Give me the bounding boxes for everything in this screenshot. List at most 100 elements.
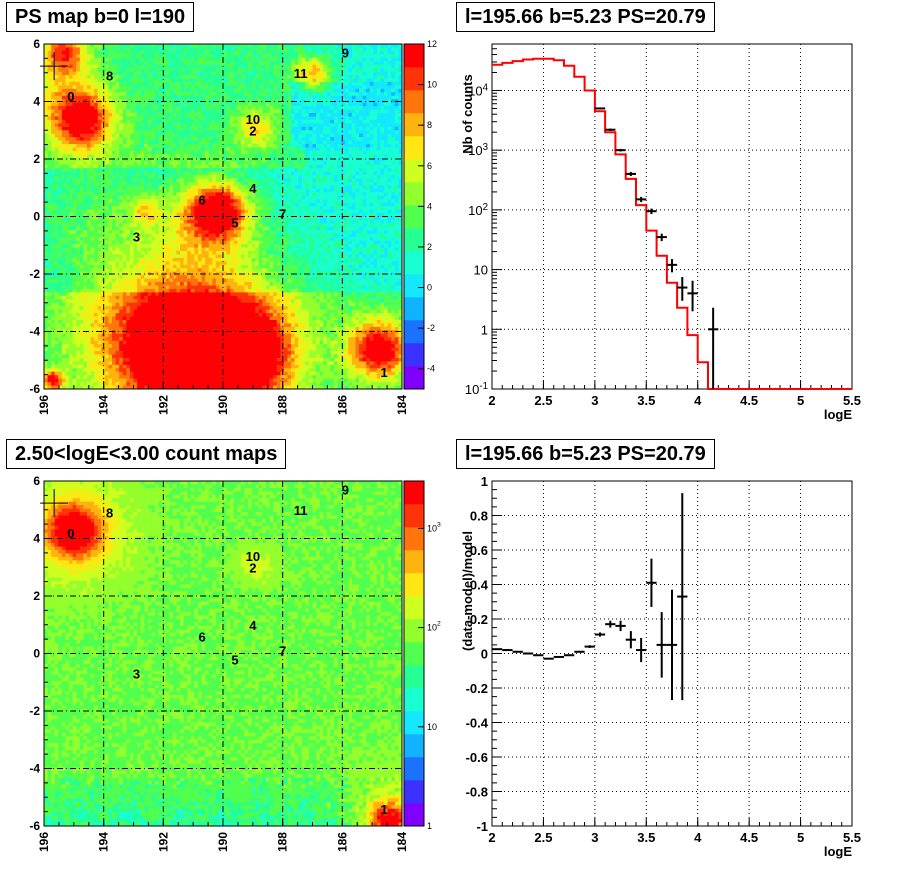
ps-map-colorbar-cell xyxy=(404,67,424,91)
ps-map-ytick-label: 4 xyxy=(33,95,40,109)
count-map-colorbar xyxy=(403,480,425,827)
count-map-source-6: 6 xyxy=(198,629,205,644)
spectrum-xtick-label: 4.5 xyxy=(740,393,758,408)
ps-map-colorbar-label: -2 xyxy=(427,323,435,333)
spectrum-xlabel: logE xyxy=(824,407,852,422)
count-map-colorbar-label: 102 xyxy=(427,621,441,633)
ps-map-source-7: 7 xyxy=(279,207,286,222)
ps-map-colorbar-cell xyxy=(404,90,424,114)
count-map-colorbar-label: 103 xyxy=(427,521,441,533)
count-map-source-8: 8 xyxy=(106,506,113,521)
ps-map-ytick-label: 6 xyxy=(33,37,40,51)
ps-map-colorbar-cell xyxy=(404,159,424,183)
residuals-xtick-label: 5.5 xyxy=(843,830,861,845)
residuals-ytick-label: -0.6 xyxy=(466,750,488,765)
spectrum-ylabel: Nb of counts xyxy=(460,74,475,153)
ps-map-colorbar-cell xyxy=(404,182,424,206)
ps-map-ytick-label: -4 xyxy=(29,325,40,339)
ps-map-source-8: 8 xyxy=(106,69,113,84)
count-map-ytick-label: 2 xyxy=(33,589,40,603)
spectrum-model-line xyxy=(492,57,852,390)
spectrum-xtick-label: 5 xyxy=(797,393,804,408)
residuals-xtick-label: 4.5 xyxy=(740,830,758,845)
residuals-ylabel: (data-model)/model xyxy=(460,531,475,651)
spectrum-xtick-label: 3.5 xyxy=(637,393,655,408)
ps-map-colorbar-label: 10 xyxy=(427,80,437,90)
count-map-xtick-label: 186 xyxy=(335,832,349,852)
spectrum-xtick-label: 5.5 xyxy=(843,393,861,408)
count-map-colorbar-label: 10 xyxy=(427,722,437,732)
ps-map-colorbar-label: 2 xyxy=(427,242,432,252)
count-map-ytick-label: -6 xyxy=(29,819,40,833)
residuals-ytick-label: 0.4 xyxy=(470,578,489,593)
ps-map-colorbar-cell xyxy=(404,113,424,137)
ps-map-xtick-label: 184 xyxy=(395,395,409,415)
ps-map-source-9: 9 xyxy=(342,46,349,61)
ps-map-colorbar-cell xyxy=(404,136,424,160)
ps-map-ytick-label: 2 xyxy=(33,152,40,166)
count-map-source-4: 4 xyxy=(249,618,257,633)
ps-map-ytick-label: 0 xyxy=(33,210,40,224)
count-map-colorbar-cell xyxy=(404,504,424,528)
ps-map-xtick-label: 194 xyxy=(97,395,111,415)
count-map-source-2: 2 xyxy=(249,560,256,575)
ps-map-xtick-label: 192 xyxy=(156,395,170,415)
residuals-ytick-label: -0.8 xyxy=(466,785,488,800)
ps-map-source-2: 2 xyxy=(249,123,256,138)
ps-map-colorbar-cell xyxy=(404,228,424,252)
count-map-cells xyxy=(44,481,403,827)
count-map-colorbar-label: 1 xyxy=(427,821,432,831)
ps-map-colorbar-label: 12 xyxy=(427,39,437,49)
ps-map-xtick-label: 188 xyxy=(276,395,290,415)
ps-map-colorbar-cell xyxy=(404,297,424,321)
count-map-colorbar-cell xyxy=(404,688,424,712)
count-map-ytick-label: 6 xyxy=(33,474,40,488)
ps-map-cells xyxy=(44,44,403,390)
ps-map-colorbar-cell xyxy=(404,343,424,367)
spectrum-ytick-label: 102 xyxy=(468,202,488,218)
count-map-xtick-label: 184 xyxy=(395,832,409,852)
ps-map-source-1: 1 xyxy=(380,365,387,380)
count-map-colorbar-cell xyxy=(404,734,424,758)
count-map-ytick-label: 4 xyxy=(33,532,40,546)
count-map-colorbar-cell xyxy=(404,596,424,620)
count-map-source-1: 1 xyxy=(380,802,387,817)
ps-map-colorbar-label: 6 xyxy=(427,161,432,171)
ps-map-colorbar-cell xyxy=(404,44,424,68)
count-map-source-10: 10 xyxy=(246,549,260,564)
spectrum-frame xyxy=(491,43,853,390)
residuals-ytick-label: -0.2 xyxy=(466,681,488,696)
count-map-source-5: 5 xyxy=(231,652,238,667)
ps-map-source-6: 6 xyxy=(198,192,205,207)
spectrum-ytick-label: 10-1 xyxy=(465,381,488,397)
residuals-ytick-label: 0.2 xyxy=(470,612,488,627)
count-map-ytick-label: -4 xyxy=(29,762,40,776)
ps-map-source-3: 3 xyxy=(133,230,140,245)
count-map-source-7: 7 xyxy=(279,644,286,659)
ps-map-source-10: 10 xyxy=(246,112,260,127)
count-map-colorbar-cell xyxy=(404,573,424,597)
ps-map-source-4: 4 xyxy=(249,181,257,196)
residuals-xtick-label: 3 xyxy=(591,830,598,845)
residuals-ytick-label: -0.4 xyxy=(466,716,489,731)
residuals-ytick-label: 0.8 xyxy=(470,509,488,524)
count-map-xtick-label: 188 xyxy=(276,832,290,852)
count-map-source-0: 0 xyxy=(67,526,74,541)
ps-map-colorbar-label: -4 xyxy=(427,364,435,374)
spectrum-xtick-label: 2.5 xyxy=(534,393,552,408)
residuals-xtick-label: 2.5 xyxy=(534,830,552,845)
ps-map-colorbar xyxy=(403,43,425,390)
ps-map-colorbar-cell xyxy=(404,320,424,344)
ps-map-title: PS map b=0 l=190 xyxy=(6,2,195,32)
spectrum-xtick-label: 4 xyxy=(694,393,702,408)
count-map-colorbar-cell xyxy=(404,780,424,804)
spectrum-ytick-label: 10 xyxy=(474,263,488,278)
count-map-colorbar-cell xyxy=(404,757,424,781)
ps-map-source-0: 0 xyxy=(67,89,74,104)
count-map-title: 2.50<logE<3.00 count maps xyxy=(6,439,287,469)
ps-map-colorbar-cell xyxy=(404,251,424,275)
residuals-xtick-label: 3.5 xyxy=(637,830,655,845)
count-map-colorbar-cell xyxy=(404,481,424,505)
ps-map-xtick-label: 190 xyxy=(216,395,230,415)
